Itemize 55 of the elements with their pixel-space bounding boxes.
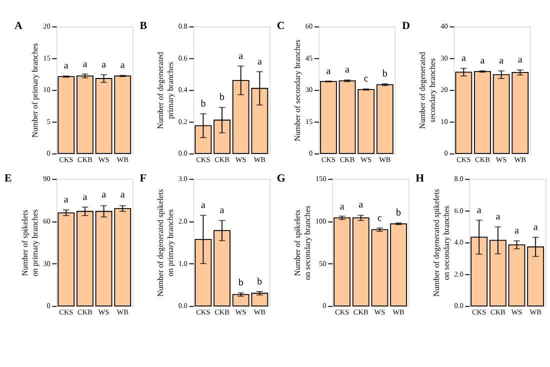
annotation: a (64, 60, 69, 72)
annotation: a (120, 60, 126, 72)
annotation: a (518, 54, 523, 66)
annotation: a (358, 200, 364, 211)
annotation: a (499, 56, 504, 67)
annotation: b (220, 92, 225, 104)
annotation: a (476, 204, 482, 216)
annotation: b (200, 98, 206, 110)
annotation: a (326, 66, 332, 77)
annotation: a (238, 50, 244, 62)
annotation: a (533, 222, 538, 234)
chart-title: E (4, 172, 12, 185)
bar (508, 244, 526, 306)
bar (352, 217, 370, 306)
y-axis-title: Number of primary branches (30, 43, 40, 138)
annotation: a (345, 64, 350, 76)
chart-title: D (402, 20, 410, 32)
bar (376, 84, 394, 154)
annotation: a (200, 200, 206, 212)
annotation: a (461, 53, 466, 64)
y-axis-title: Number of spikelets on secondary branches (292, 206, 312, 280)
annotation: a (480, 56, 486, 67)
bar (338, 80, 356, 154)
chart-title: G (276, 172, 286, 185)
annotation: a (340, 201, 345, 212)
y-axis-title: Number of spikelets on primary branches (20, 209, 40, 276)
annotation: c (364, 74, 369, 85)
annotation: c (377, 212, 382, 224)
bar (371, 229, 388, 306)
y-axis-title: Number of degenerated secondary branches (418, 52, 438, 129)
chart-title: C (276, 20, 285, 32)
bar (390, 223, 407, 306)
annotation: a (514, 226, 520, 237)
chart-title: F (140, 172, 147, 185)
annotation: a (120, 190, 126, 201)
y-axis-title: Number of degenerated spikelets on primary branches (156, 189, 175, 297)
chart-title: A (14, 20, 23, 32)
y-axis-title: Number of secondary branches (292, 40, 302, 142)
annotation: a (496, 212, 501, 223)
annotation: b (238, 278, 244, 289)
bar (358, 89, 375, 154)
annotation: a (102, 59, 107, 70)
chart-title: H (416, 172, 425, 185)
annotation: a (220, 205, 225, 216)
annotation: b (257, 276, 262, 288)
annotation: b (396, 208, 402, 219)
annotation: a (82, 58, 88, 70)
annotation: a (82, 192, 88, 203)
annotation: b (382, 68, 388, 80)
y-axis-title: Number of degenerated spikelets on secondary branches (432, 189, 451, 297)
annotation: a (64, 194, 69, 206)
annotation: a (257, 56, 262, 68)
annotation: a (102, 190, 107, 201)
y-axis-title: Number of degenerated primary branches (156, 52, 175, 129)
chart-title: B (140, 20, 148, 32)
